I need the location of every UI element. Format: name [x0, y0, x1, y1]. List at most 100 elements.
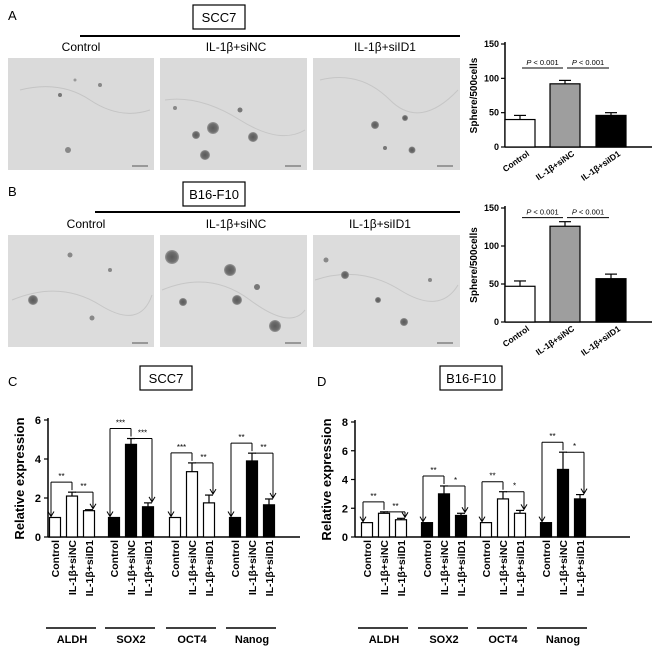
sig-label: *	[573, 442, 576, 451]
x-tick-label: IL-1β+siID1	[575, 540, 587, 596]
x-tick-label: IL-1β+siNC	[558, 540, 570, 596]
bar	[228, 516, 242, 538]
sig-label-p: P	[572, 208, 577, 217]
panel-letter-d: D	[317, 374, 326, 389]
x-tick-label: Control	[362, 540, 374, 577]
cell-line-box-c	[139, 365, 193, 391]
panel-letter-a: A	[8, 8, 17, 23]
bar	[479, 522, 493, 538]
sig-label-value: < 0.001	[577, 58, 604, 67]
micrograph-b-il1b-siid1	[313, 235, 460, 347]
sig-arrowhead	[580, 488, 588, 495]
cell-line-box-d	[439, 365, 503, 391]
image-label-b-1: IL-1β+siNC	[206, 217, 267, 231]
x-tick-label: IL-1β+siID1	[204, 540, 216, 596]
bar	[595, 278, 627, 323]
sig-label: **	[549, 432, 555, 441]
bar	[513, 512, 527, 538]
sig-arrowhead	[167, 511, 175, 518]
x-tick-label: Control	[501, 148, 531, 174]
y-tick-label: 4	[35, 454, 42, 466]
y-tick-label: 2	[35, 493, 41, 505]
y-axis-label: Sphere/500cells	[469, 57, 480, 133]
y-tick-label: 0	[342, 532, 348, 544]
bar	[377, 512, 391, 538]
sig-label-value: < 0.001	[577, 208, 604, 217]
y-tick-label: 50	[489, 108, 499, 118]
sig-arrowhead	[269, 492, 277, 499]
x-tick-label: Control	[230, 540, 242, 577]
sig-label: *	[454, 476, 457, 485]
group-label: SOX2	[116, 634, 145, 646]
bar	[504, 285, 536, 323]
sig-arrowhead	[209, 488, 217, 496]
chart-B-bar: 0 50 100 150 Sphere/500cells Control IL-1β+siN…	[469, 203, 652, 358]
bar	[124, 443, 138, 538]
bar	[437, 493, 451, 538]
x-tick-label: IL-1β+siNC	[534, 148, 576, 182]
sig-label: **	[238, 433, 244, 442]
sig-label: ***	[116, 419, 125, 428]
sig-arrowhead	[359, 516, 367, 523]
group-label: SOX2	[429, 634, 458, 646]
x-tick-label: Control	[422, 540, 434, 577]
bar	[141, 506, 155, 538]
micrograph-a-control	[8, 58, 154, 170]
bar	[360, 522, 374, 538]
sig-arrowhead	[401, 512, 409, 519]
y-tick-label: 50	[489, 279, 499, 289]
y-tick-label: 100	[484, 73, 499, 83]
group-label: OCT4	[488, 634, 518, 646]
x-tick-label: IL-1β+siNC	[247, 540, 259, 596]
sig-label: P < 0.001	[572, 58, 604, 67]
sig-label: P < 0.001	[572, 208, 604, 217]
x-tick-label: IL-1β+siNC	[534, 323, 576, 357]
bar	[394, 519, 408, 538]
group-label: ALDH	[369, 634, 400, 646]
y-tick-label: 8	[342, 417, 348, 429]
x-tick-label: Control	[481, 540, 493, 577]
sig-label-value: < 0.001	[531, 208, 558, 217]
bar	[496, 498, 510, 538]
y-tick-label: 4	[342, 475, 349, 487]
cell-line-label-a: SCC7	[202, 10, 237, 25]
image-label-b-0: Control	[67, 217, 106, 231]
group-label: Nanog	[546, 634, 580, 646]
sig-label: **	[489, 472, 495, 481]
x-tick-label: IL-1β+siID1	[84, 540, 96, 596]
bar	[245, 460, 259, 538]
sig-label-p: P	[526, 208, 531, 217]
y-tick-label: 100	[484, 241, 499, 251]
cell-line-label-d: B16-F10	[446, 371, 496, 386]
sig-arrowhead	[538, 516, 546, 523]
sig-arrowhead	[461, 507, 469, 514]
sig-label: *	[513, 482, 516, 491]
sig-label: **	[58, 472, 64, 481]
y-axis-label: Relative expression	[319, 418, 334, 540]
image-label-a-1: IL-1β+siNC	[206, 40, 267, 54]
x-tick-label: IL-1β+siNC	[439, 540, 451, 596]
group-label: ALDH	[57, 634, 88, 646]
sig-arrowhead	[419, 516, 427, 523]
sig-arrowhead	[148, 496, 156, 503]
bar	[504, 118, 536, 148]
image-label-a-0: Control	[62, 40, 101, 54]
bar	[168, 516, 182, 538]
sig-label: **	[260, 443, 266, 452]
bar	[539, 522, 553, 538]
bar	[48, 516, 62, 538]
y-tick-label: 0	[35, 532, 41, 544]
chart-A-bar: 0 50 100 150 Sphere/500cells Control IL-1β+siN…	[469, 39, 652, 183]
cell-line-box-a	[192, 4, 246, 30]
bar	[595, 114, 627, 148]
bar	[202, 502, 216, 538]
bar	[556, 468, 570, 538]
y-axis-label: Relative expression	[12, 417, 27, 539]
micrograph-a-il1b-siid1	[313, 58, 460, 170]
bar	[65, 495, 79, 538]
sig-label: **	[392, 502, 398, 511]
sig-label: P < 0.001	[526, 208, 558, 217]
sig-arrowhead	[520, 504, 528, 511]
